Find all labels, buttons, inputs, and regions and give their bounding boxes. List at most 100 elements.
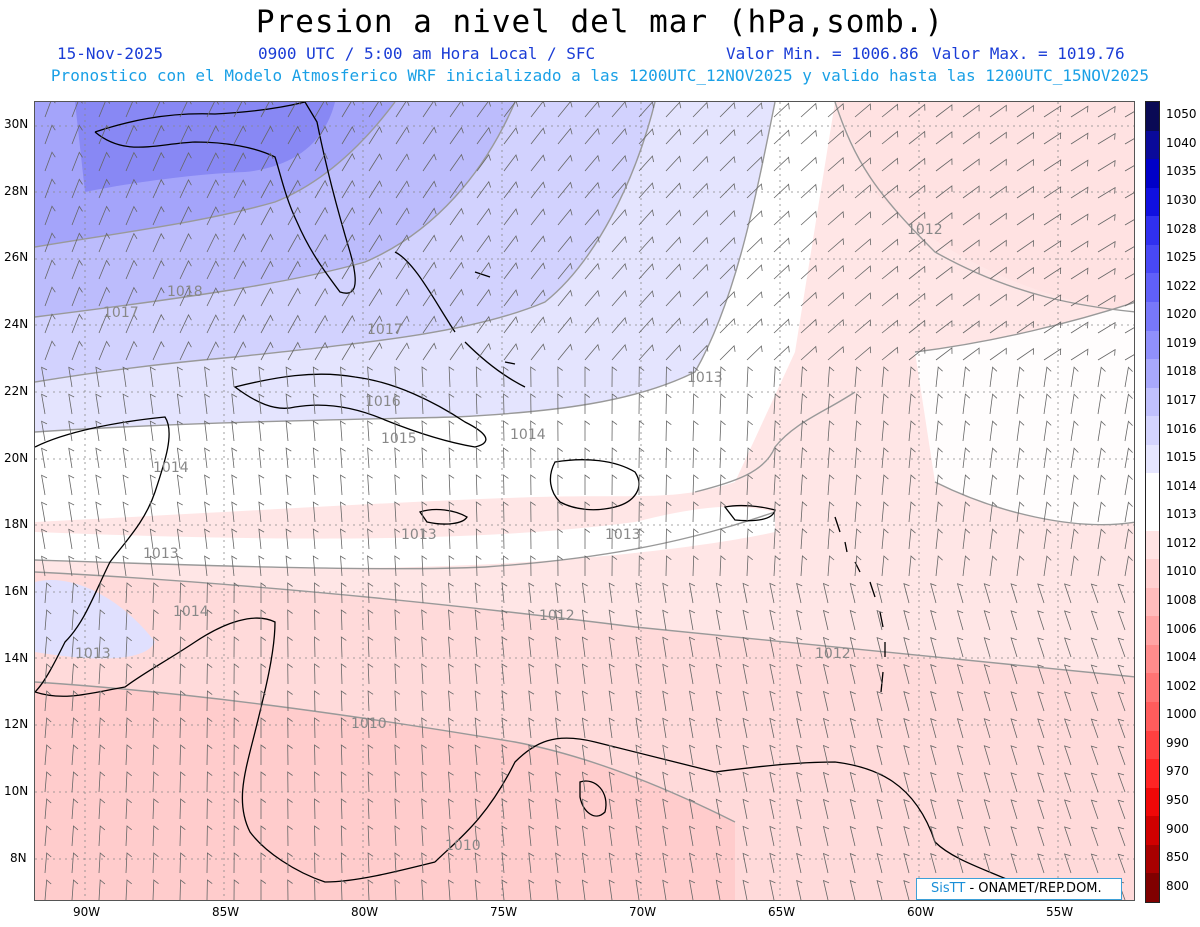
wind-barb bbox=[501, 744, 508, 766]
wind-barb bbox=[1043, 321, 1062, 334]
wind-barb bbox=[962, 185, 980, 199]
wind-barb bbox=[176, 393, 183, 415]
wind-barb bbox=[98, 151, 111, 172]
wind-barb bbox=[122, 393, 129, 415]
wind-barb bbox=[773, 474, 781, 496]
wind-barb bbox=[98, 771, 106, 793]
wind-barb bbox=[530, 447, 536, 469]
wind-barb bbox=[1010, 583, 1018, 604]
wind-barb bbox=[715, 771, 722, 793]
map-canvas: 1012 1018 1017 1017 1016 1015 1014 1014 … bbox=[35, 102, 1134, 900]
wind-barb bbox=[422, 315, 437, 334]
wind-barb bbox=[746, 501, 753, 523]
lat-label-14n: 14N bbox=[4, 651, 29, 665]
wind-barb bbox=[530, 208, 546, 226]
wind-barb bbox=[881, 265, 899, 280]
wind-barb bbox=[773, 555, 781, 577]
wind-barb bbox=[314, 798, 320, 820]
colorbar-label: 1040 bbox=[1166, 135, 1197, 150]
wind-barb bbox=[1016, 212, 1034, 226]
wind-barb bbox=[1010, 691, 1018, 712]
wind-barb bbox=[555, 798, 561, 820]
wind-barb bbox=[983, 772, 991, 793]
wind-barb bbox=[930, 745, 937, 766]
wind-barb bbox=[665, 474, 672, 496]
wind-barb bbox=[476, 288, 491, 307]
wind-barb bbox=[503, 528, 509, 550]
wind-barb bbox=[95, 501, 102, 523]
wind-barb bbox=[715, 690, 722, 712]
wind-barb bbox=[930, 799, 937, 820]
wind-barb bbox=[1010, 664, 1018, 685]
colorbar-label: 950 bbox=[1166, 793, 1189, 807]
wind-barb bbox=[1117, 691, 1126, 712]
wind-barb bbox=[1097, 420, 1106, 442]
wind-barb bbox=[635, 879, 642, 900]
wind-barb bbox=[394, 420, 401, 442]
wind-barb bbox=[1016, 528, 1025, 550]
colorbar-cell bbox=[1146, 216, 1159, 246]
wind-barb bbox=[125, 178, 138, 199]
wind-barb bbox=[1016, 320, 1034, 334]
wind-barb bbox=[581, 636, 588, 658]
wind-barb bbox=[584, 393, 591, 414]
wind-barb bbox=[98, 286, 111, 307]
wind-barb bbox=[448, 366, 455, 388]
wind-barb bbox=[1124, 246, 1134, 253]
contour-label: 1010 bbox=[445, 838, 481, 854]
wind-barb bbox=[611, 501, 618, 523]
wind-barb bbox=[854, 103, 872, 118]
wind-barb bbox=[935, 447, 943, 469]
wind-barb bbox=[1070, 447, 1079, 469]
wind-barb bbox=[688, 852, 696, 874]
colorbar-label: 1018 bbox=[1166, 364, 1197, 379]
wind-barb bbox=[530, 289, 546, 307]
lat-label-18n: 18N bbox=[4, 517, 29, 531]
wind-barb bbox=[314, 125, 328, 145]
wind-barb bbox=[1090, 691, 1099, 712]
wind-barb bbox=[638, 182, 654, 199]
wind-barb bbox=[125, 609, 132, 631]
wind-barb bbox=[340, 636, 347, 658]
wind-barb bbox=[638, 501, 645, 523]
colorbar-label: 1017 bbox=[1166, 393, 1197, 407]
wind-barb bbox=[314, 636, 320, 658]
wind-barb bbox=[557, 393, 563, 415]
wind-barb bbox=[474, 582, 481, 604]
contour-label: 1014 bbox=[173, 604, 209, 620]
wind-barb bbox=[715, 852, 722, 874]
wind-barb bbox=[881, 393, 889, 415]
wind-barb bbox=[341, 261, 356, 280]
colorbar-cell bbox=[1146, 873, 1159, 903]
wind-barb bbox=[448, 825, 454, 847]
wind-barb bbox=[314, 287, 328, 307]
wind-barb bbox=[530, 316, 546, 334]
band-1014-west bbox=[35, 580, 155, 659]
wind-barb bbox=[800, 528, 808, 550]
wind-barb bbox=[935, 293, 953, 307]
wind-barb bbox=[635, 852, 642, 874]
wind-barb bbox=[719, 209, 736, 226]
wind-barb bbox=[149, 501, 156, 523]
wind-barb bbox=[1043, 294, 1062, 307]
wind-barb bbox=[557, 289, 573, 307]
wind-barb bbox=[989, 474, 998, 496]
wind-barb bbox=[476, 261, 491, 280]
colorbar-label: 1028 bbox=[1166, 221, 1197, 236]
wind-barb bbox=[503, 127, 519, 145]
wind-barb bbox=[179, 771, 186, 793]
wind-barb bbox=[827, 501, 835, 523]
contour-label: 1013 bbox=[687, 370, 723, 386]
wind-barb bbox=[152, 582, 159, 604]
wind-barb bbox=[152, 286, 165, 307]
wind-barb bbox=[367, 852, 374, 874]
wind-barb bbox=[849, 609, 856, 631]
wind-barb bbox=[800, 291, 817, 307]
wind-barb bbox=[1016, 501, 1025, 523]
wind-barb bbox=[719, 366, 726, 388]
wind-barb bbox=[530, 420, 536, 442]
wind-barb bbox=[530, 501, 536, 523]
wind-barb bbox=[1037, 799, 1045, 820]
wind-barb bbox=[665, 128, 682, 145]
wind-barb bbox=[903, 853, 910, 874]
